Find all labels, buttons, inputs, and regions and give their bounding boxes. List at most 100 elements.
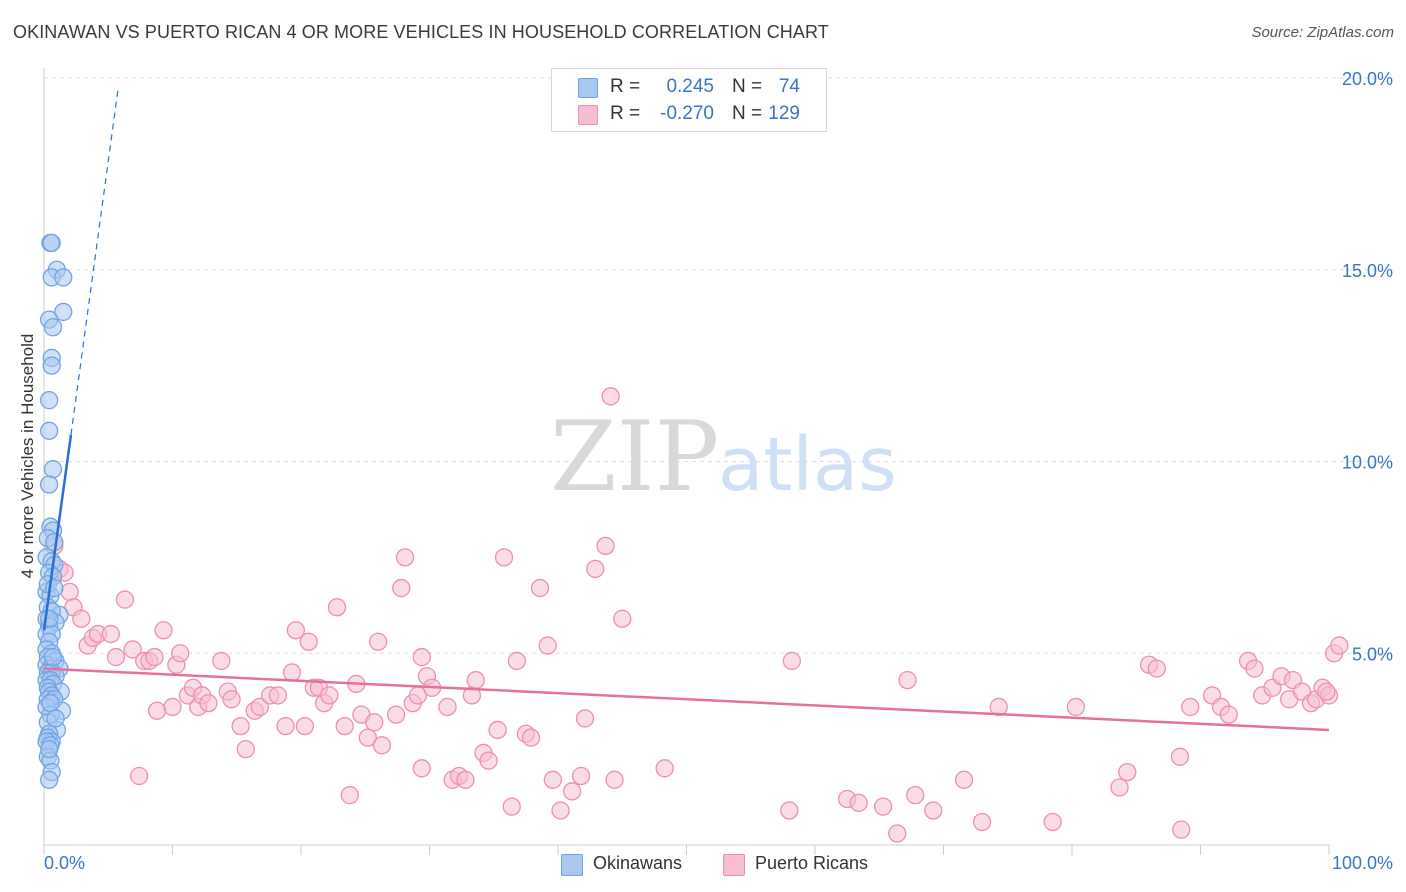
puerto-rican-point bbox=[780, 801, 799, 820]
puerto-rican-point bbox=[340, 785, 359, 805]
legend-n-value: 74 bbox=[778, 76, 800, 97]
series-legend: Okinawans Puerto Ricans bbox=[0, 852, 1406, 878]
legend-swatch-puerto-ricans bbox=[578, 105, 598, 125]
puerto-rican-point bbox=[327, 598, 347, 617]
legend-swatch-okinawans bbox=[561, 854, 583, 876]
okinawan-point bbox=[39, 739, 59, 759]
puerto-rican-point bbox=[596, 536, 615, 556]
puerto-rican-point bbox=[551, 801, 570, 820]
puerto-rican-point bbox=[521, 728, 541, 747]
puerto-rican-point bbox=[605, 770, 624, 789]
puerto-rican-point bbox=[873, 797, 893, 816]
puerto-rican-trend-line bbox=[43, 667, 1330, 732]
puerto-rican-point bbox=[1330, 636, 1349, 655]
puerto-rican-point bbox=[276, 716, 295, 736]
puerto-rican-point bbox=[365, 713, 384, 732]
puerto-rican-point bbox=[1245, 659, 1264, 678]
okinawan-point bbox=[54, 302, 73, 322]
puerto-rican-point bbox=[575, 709, 595, 728]
puerto-rican-point bbox=[412, 759, 431, 778]
puerto-rican-point bbox=[392, 578, 411, 598]
legend-r-value: -0.270 bbox=[660, 103, 714, 124]
puerto-rican-point bbox=[320, 686, 339, 705]
chart-source: Source: ZipAtlas.com bbox=[1251, 24, 1394, 41]
okinawan-point bbox=[43, 647, 63, 667]
puerto-rican-point bbox=[1172, 820, 1191, 839]
puerto-rican-point bbox=[335, 716, 354, 736]
trend-lines bbox=[42, 85, 1330, 732]
y-tick-label-5: 5.0% bbox=[1352, 644, 1393, 664]
puerto-rican-point bbox=[358, 728, 377, 747]
puerto-rican-point bbox=[466, 670, 485, 690]
y-tick-label-15: 15.0% bbox=[1342, 261, 1393, 281]
puerto-rican-point bbox=[101, 624, 120, 644]
okinawan-points bbox=[37, 233, 73, 789]
x-tick-label-0: 0.0% bbox=[44, 853, 85, 873]
okinawan-point bbox=[42, 356, 61, 375]
puerto-rican-point bbox=[106, 647, 126, 667]
y-tick-label-20: 20.0% bbox=[1342, 69, 1393, 89]
legend-row-okinawans: R = 0.245 N = 74 bbox=[552, 74, 826, 100]
legend-r-value: 0.245 bbox=[666, 76, 714, 97]
puerto-rican-point bbox=[898, 670, 917, 690]
okinawan-point bbox=[54, 268, 73, 287]
legend-r-label: R = bbox=[610, 103, 641, 124]
puerto-rican-point bbox=[1118, 762, 1137, 782]
okinawan-point bbox=[39, 421, 59, 440]
x-tick-label-100: 100.0% bbox=[1332, 853, 1393, 873]
legend-n-value: 129 bbox=[768, 103, 800, 124]
puerto-rican-point bbox=[494, 548, 514, 567]
puerto-rican-point bbox=[299, 632, 318, 651]
puerto-rican-point bbox=[571, 766, 591, 786]
legend-swatch-puerto-ricans bbox=[723, 854, 745, 876]
puerto-rican-point bbox=[147, 701, 167, 720]
puerto-rican-point bbox=[1043, 812, 1062, 832]
puerto-rican-point bbox=[268, 686, 288, 705]
puerto-rican-point bbox=[586, 559, 605, 579]
puerto-rican-point bbox=[368, 632, 388, 651]
okinawan-point bbox=[41, 693, 60, 713]
puerto-rican-point bbox=[115, 590, 135, 609]
puerto-rican-point bbox=[456, 770, 475, 789]
puerto-rican-point bbox=[1181, 697, 1200, 717]
puerto-rican-point bbox=[488, 720, 507, 740]
okinawan-point bbox=[39, 770, 59, 789]
puerto-rican-point bbox=[395, 548, 415, 567]
stats-legend: R = 0.245 N = 74 R = -0.270 N = 129 bbox=[551, 68, 827, 132]
okinawan-point bbox=[39, 609, 59, 628]
puerto-rican-point bbox=[543, 770, 563, 789]
puerto-rican-point bbox=[286, 621, 306, 640]
puerto-rican-point bbox=[412, 647, 431, 667]
puerto-rican-point bbox=[236, 739, 255, 759]
puerto-rican-point bbox=[1170, 747, 1190, 766]
puerto-rican-point bbox=[924, 801, 943, 820]
tick-labels: 0.0% 100.0% 5.0% 10.0% 15.0% 20.0% bbox=[44, 69, 1393, 873]
puerto-rican-point bbox=[989, 697, 1008, 717]
okinawan-trend-line bbox=[42, 434, 73, 631]
puerto-rican-point bbox=[538, 636, 557, 655]
puerto-rican-point bbox=[888, 824, 907, 843]
puerto-rican-point bbox=[372, 736, 392, 755]
okinawan-point bbox=[39, 475, 59, 494]
puerto-rican-point bbox=[502, 797, 521, 816]
okinawan-point bbox=[42, 233, 61, 253]
puerto-rican-point bbox=[438, 697, 457, 717]
puerto-rican-point bbox=[145, 647, 164, 667]
okinawan-point bbox=[43, 318, 63, 337]
legend-label-okinawans: Okinawans bbox=[593, 853, 683, 873]
puerto-rican-point bbox=[1317, 682, 1336, 701]
puerto-rican-point bbox=[199, 693, 218, 713]
legend-r-label: R = bbox=[610, 76, 641, 97]
puerto-rican-point bbox=[530, 578, 550, 598]
legend-row-puerto-ricans: R = -0.270 N = 129 bbox=[552, 101, 826, 127]
puerto-rican-point bbox=[123, 640, 142, 659]
watermark-atlas: atlas bbox=[718, 422, 897, 508]
y-tick-label-10: 10.0% bbox=[1342, 453, 1393, 473]
puerto-rican-point bbox=[154, 621, 173, 640]
puerto-rican-point bbox=[1147, 659, 1166, 678]
chart-title: OKINAWAN VS PUERTO RICAN 4 OR MORE VEHIC… bbox=[13, 22, 829, 42]
puerto-rican-point bbox=[386, 705, 406, 724]
legend-label-puerto-ricans: Puerto Ricans bbox=[755, 853, 869, 873]
puerto-rican-point bbox=[507, 651, 527, 671]
